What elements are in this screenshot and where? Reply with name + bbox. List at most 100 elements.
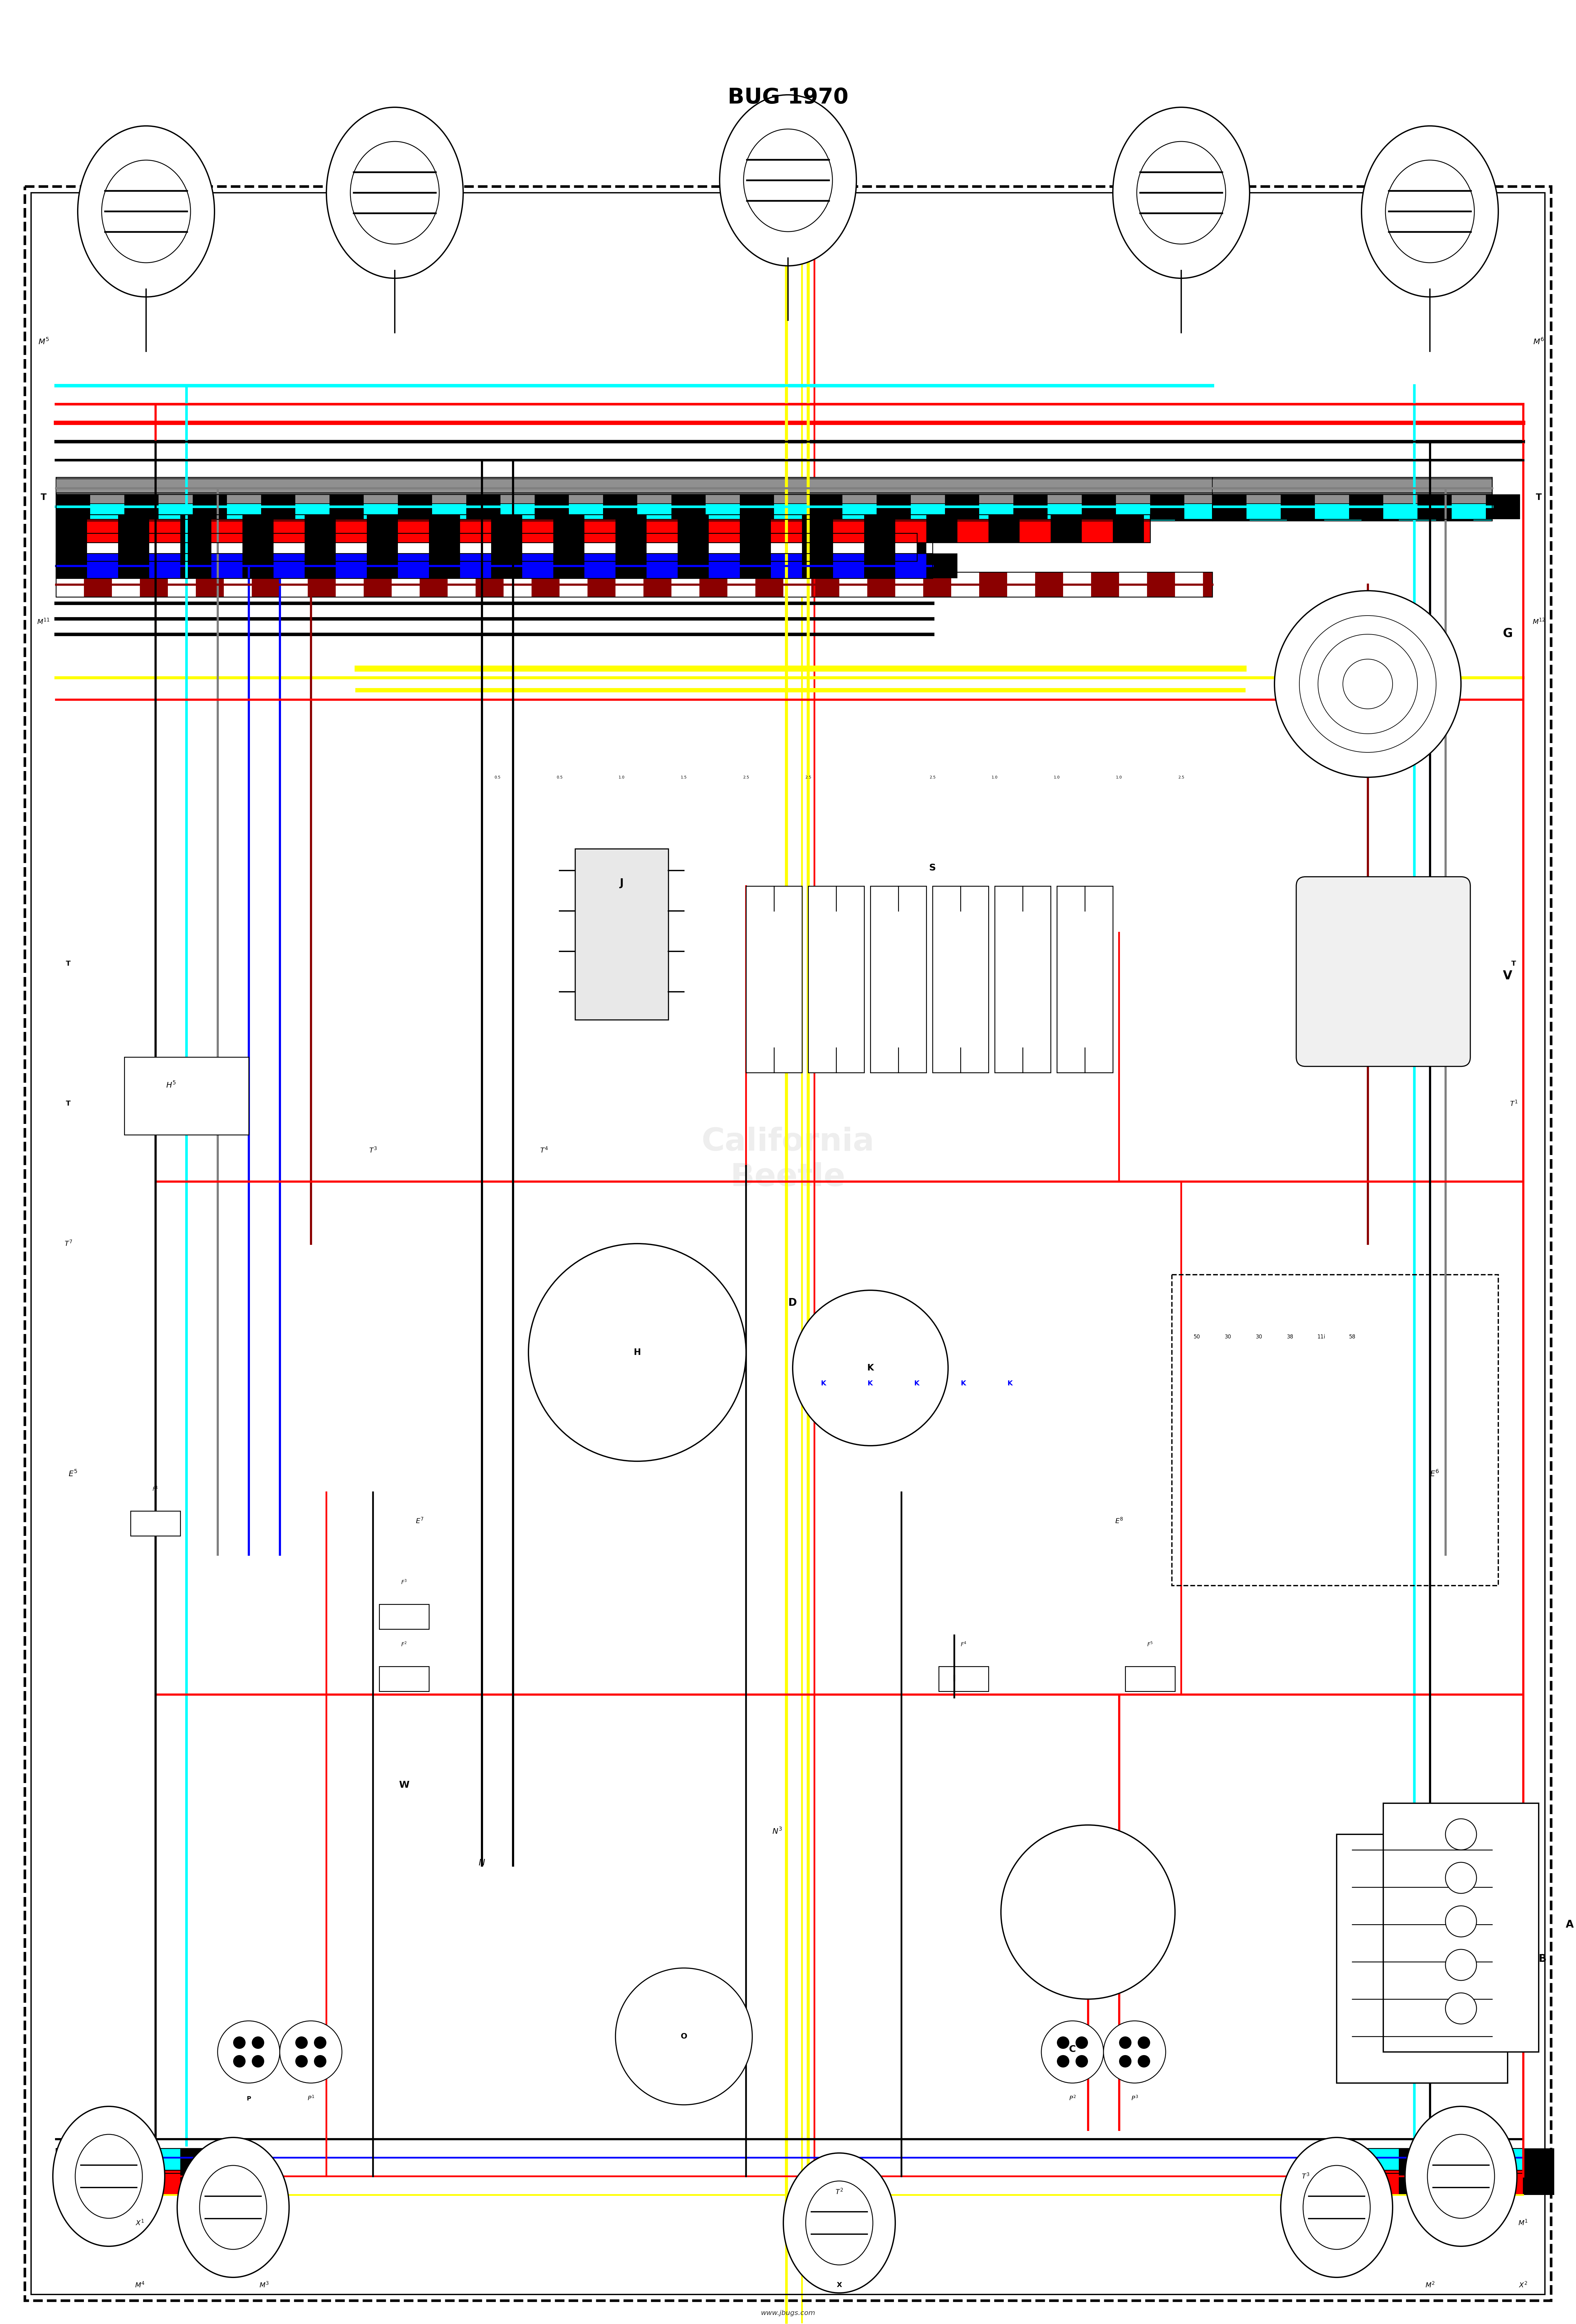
Ellipse shape	[1362, 125, 1499, 297]
Bar	[616, 514, 646, 541]
Bar	[802, 514, 834, 541]
Bar	[118, 2147, 150, 2173]
Text: 58: 58	[1349, 1334, 1355, 1339]
Text: G: G	[1502, 627, 1513, 639]
Text: www.jbugs.com: www.jbugs.com	[761, 2310, 815, 2317]
FancyBboxPatch shape	[1295, 876, 1470, 1067]
Bar	[57, 572, 1212, 597]
Bar	[739, 535, 771, 560]
Bar	[1013, 495, 1048, 518]
Bar	[355, 493, 392, 521]
Bar	[678, 553, 709, 579]
Bar	[553, 535, 585, 560]
Bar	[118, 553, 150, 579]
Circle shape	[616, 1968, 752, 2106]
Bar	[745, 885, 802, 1074]
Text: 0.5: 0.5	[495, 776, 501, 779]
Bar	[118, 535, 150, 560]
Ellipse shape	[1136, 142, 1226, 244]
Circle shape	[793, 1290, 949, 1446]
Ellipse shape	[1113, 107, 1250, 279]
Bar	[150, 481, 180, 495]
Bar	[57, 516, 1150, 541]
Bar	[1212, 495, 1492, 518]
Text: $H^5$: $H^5$	[165, 1081, 177, 1090]
Bar	[1212, 495, 1247, 518]
Bar	[336, 481, 367, 495]
Bar	[1522, 2171, 1554, 2194]
Text: $M^1$: $M^1$	[1518, 2219, 1529, 2226]
Bar	[492, 514, 522, 541]
Text: 30: 30	[1256, 1334, 1262, 1339]
Bar	[1336, 2147, 1522, 2173]
Bar	[864, 553, 895, 579]
Bar	[57, 493, 1212, 521]
Bar	[604, 495, 637, 518]
Bar	[895, 572, 924, 597]
Bar	[224, 572, 252, 597]
Text: $N^3$: $N^3$	[772, 1827, 782, 1836]
Text: $T^3$: $T^3$	[369, 1146, 377, 1155]
Text: 38: 38	[1286, 1334, 1294, 1339]
Bar	[1461, 2147, 1492, 2173]
Bar	[1173, 1274, 1499, 1585]
Text: H: H	[634, 1348, 641, 1357]
Bar	[870, 885, 927, 1074]
Bar	[429, 514, 460, 541]
Text: $T^7$: $T^7$	[65, 1239, 72, 1248]
Circle shape	[1138, 2054, 1150, 2068]
Bar	[169, 572, 195, 597]
Bar	[585, 481, 616, 495]
Bar	[864, 532, 895, 560]
Text: $M^4$: $M^4$	[136, 2282, 145, 2289]
Bar	[952, 572, 979, 597]
Text: 1.0: 1.0	[1116, 776, 1122, 779]
Bar	[739, 553, 771, 579]
Bar	[504, 555, 541, 576]
Bar	[429, 555, 466, 576]
Bar	[243, 535, 274, 560]
Text: $P^3$: $P^3$	[1132, 2094, 1138, 2101]
Text: T: T	[1511, 960, 1516, 967]
Bar	[1064, 572, 1091, 597]
Bar	[895, 481, 927, 495]
Bar	[429, 553, 460, 579]
Bar	[429, 532, 460, 560]
Circle shape	[233, 2036, 246, 2050]
Bar	[616, 553, 646, 579]
Ellipse shape	[177, 2138, 288, 2278]
Text: 30: 30	[1225, 1334, 1231, 1339]
Bar	[678, 532, 709, 560]
Bar	[802, 535, 834, 560]
Bar	[802, 553, 834, 579]
Circle shape	[295, 2036, 307, 2050]
Bar	[57, 2171, 202, 2194]
Bar	[380, 1604, 429, 1629]
Text: 0.5: 0.5	[556, 776, 563, 779]
Bar	[57, 535, 933, 560]
Bar	[927, 553, 957, 579]
Bar	[125, 495, 159, 518]
Bar	[864, 514, 895, 541]
Text: $N$: $N$	[479, 1859, 485, 1866]
Bar	[180, 553, 211, 579]
Ellipse shape	[805, 2180, 873, 2266]
Bar	[281, 572, 307, 597]
Bar	[57, 514, 1150, 541]
Bar	[131, 493, 169, 521]
Circle shape	[1119, 2054, 1132, 2068]
Text: K: K	[1007, 1380, 1013, 1387]
Bar	[304, 532, 336, 560]
Circle shape	[217, 2022, 281, 2082]
Bar	[87, 481, 118, 495]
Text: S: S	[930, 865, 936, 872]
Bar	[118, 516, 150, 541]
Text: $T^1$: $T^1$	[1510, 1099, 1518, 1109]
Bar	[57, 495, 90, 518]
Bar	[1007, 572, 1035, 597]
Text: $F^5$: $F^5$	[1147, 1641, 1154, 1648]
Bar	[927, 514, 957, 541]
Bar	[534, 495, 569, 518]
Circle shape	[1057, 2054, 1070, 2068]
Circle shape	[1103, 2022, 1166, 2082]
